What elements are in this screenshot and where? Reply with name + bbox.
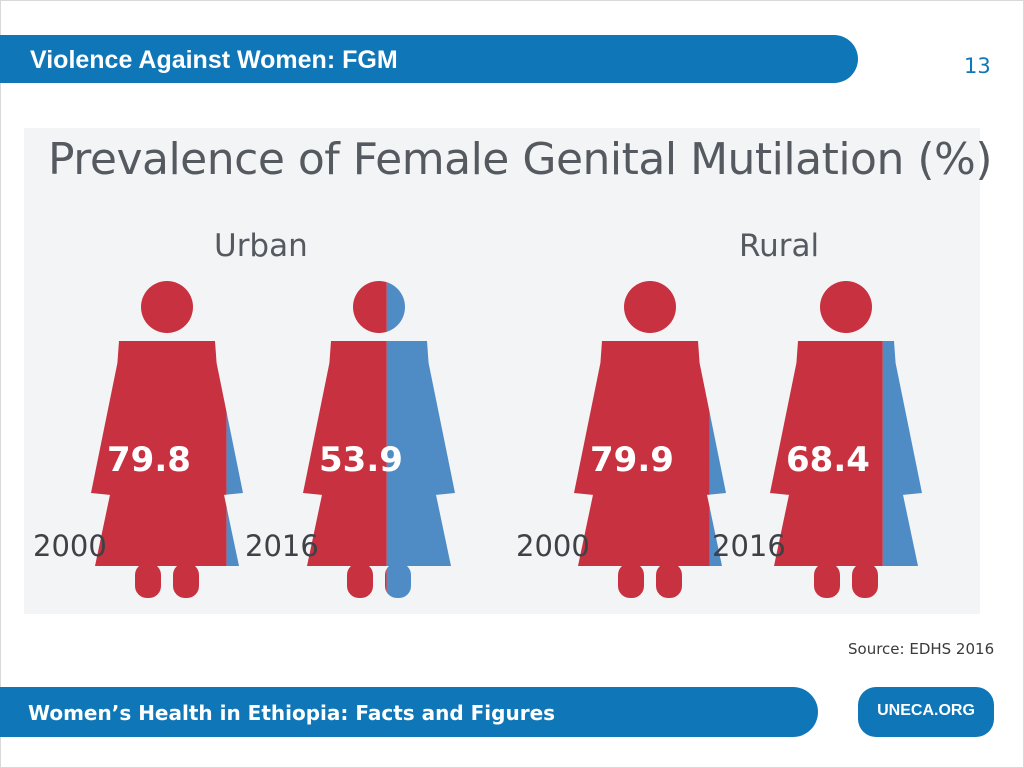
figure-urban-2016: 53.9 2016: [245, 281, 455, 598]
affected-share-rural-2000: [574, 281, 710, 598]
figure-shape: [91, 341, 227, 566]
figure-shape: [353, 281, 387, 333]
remainder-share-rural-2000: [709, 413, 726, 566]
page-number: 13: [964, 54, 991, 78]
figure-shape: [814, 563, 840, 598]
figure-shape: [709, 413, 726, 566]
affected-share-rural-2016: [770, 281, 883, 598]
figure-shape: [173, 563, 199, 598]
chart-title: Prevalence of Female Genital Mutilation …: [48, 134, 993, 185]
figure-shape: [141, 281, 193, 333]
group-label-urban: Urban: [214, 228, 308, 264]
figure-shape: [226, 412, 243, 566]
slide-title-bar: [0, 35, 858, 83]
value-label-urban-2016: 53.9: [319, 440, 403, 480]
footer-title: Women’s Health in Ethiopia: Facts and Fi…: [28, 701, 556, 725]
year-label-urban-2016: 2016: [245, 529, 319, 563]
figure-shape: [624, 281, 676, 333]
value-label-rural-2016: 68.4: [786, 440, 870, 480]
figure-rural-2016: 68.4 2016: [712, 281, 922, 598]
figure-shape: [852, 563, 878, 598]
figure-shape: [347, 563, 373, 598]
figure-shape: [882, 341, 922, 566]
group-label-rural: Rural: [739, 228, 820, 264]
figure-shape: [618, 563, 644, 598]
value-label-urban-2000: 79.8: [107, 440, 191, 480]
remainder-share-urban-2016: [386, 282, 455, 598]
figure-rural-2000: 79.9 2000: [516, 281, 726, 598]
figure-shape: [820, 281, 872, 333]
year-label-rural-2016: 2016: [712, 529, 786, 563]
value-label-rural-2000: 79.9: [590, 440, 674, 480]
figure-shape: [303, 341, 387, 566]
affected-share-urban-2016: [303, 281, 387, 598]
uneca-link-button[interactable]: UNECA.ORG: [858, 687, 994, 737]
figure-urban-2000: 79.8 2000: [33, 281, 243, 598]
remainder-share-rural-2016: [882, 341, 922, 566]
year-label-rural-2000: 2000: [516, 529, 590, 563]
remainder-share-urban-2000: [226, 412, 243, 566]
figure-shape: [386, 341, 455, 566]
slide-title: Violence Against Women: FGM: [30, 46, 398, 74]
figure-shape: [135, 563, 161, 598]
figure-shape: [574, 341, 710, 566]
figure-shape: [770, 341, 883, 566]
affected-share-urban-2000: [91, 281, 227, 598]
figure-shape: [386, 282, 405, 332]
figure-shape: [385, 568, 387, 593]
figure-shape: [656, 563, 682, 598]
year-label-urban-2000: 2000: [33, 529, 107, 563]
footer-bar: [0, 687, 818, 737]
figure-shape: [386, 563, 411, 598]
source-note: Source: EDHS 2016: [848, 640, 995, 658]
